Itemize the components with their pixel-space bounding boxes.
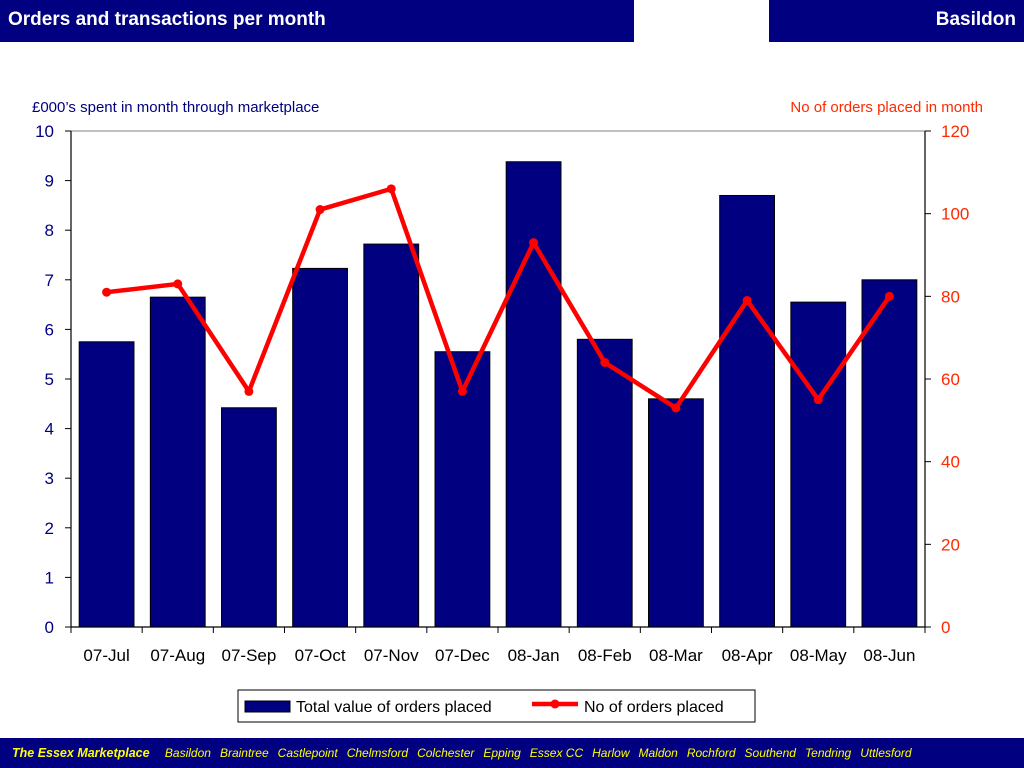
footer-town[interactable]: Basildon <box>164 746 211 760</box>
bar-07-Jul <box>78 341 135 628</box>
footer-brand: The Essex Marketplace <box>12 746 150 760</box>
bar-08-Apr <box>719 194 775 628</box>
left-axis-tick-label: 1 <box>45 568 54 587</box>
x-axis-tick-label: 08-Apr <box>722 646 773 665</box>
x-axis-tick-label: 07-Aug <box>150 646 205 665</box>
right-axis-tick-label: 20 <box>941 535 960 554</box>
footer-town[interactable]: Rochford <box>686 746 736 760</box>
left-axis-tick-label: 0 <box>45 618 54 637</box>
orders-count-point-08-Feb <box>600 357 610 367</box>
footer-town[interactable]: Harlow <box>592 746 630 760</box>
right-axis-tick-label: 60 <box>941 370 960 389</box>
right-axis-tick-label: 100 <box>941 205 969 224</box>
bar-07-Nov <box>363 243 420 628</box>
footer-town[interactable]: Colchester <box>417 746 475 760</box>
bar-07-Sep <box>221 407 277 628</box>
bar-08-Mar <box>648 398 704 628</box>
footer-town-list: Basildon Braintree Castlepoint Chelmsford Co… <box>165 746 921 760</box>
left-axis-tick-label: 2 <box>45 519 54 538</box>
orders-count-point-08-Mar <box>671 403 681 413</box>
left-axis-caption: £000’s spent in month through marketplac… <box>32 99 320 116</box>
x-axis-tick-label: 08-Mar <box>649 646 703 665</box>
x-axis-tick-label: 08-May <box>790 646 847 665</box>
footer-town[interactable]: Maldon <box>638 746 678 760</box>
orders-count-point-07-Jul <box>102 287 112 297</box>
legend-swatch-marker <box>550 699 560 709</box>
right-axis-tick-label: 0 <box>941 618 950 637</box>
orders-count-point-07-Dec <box>457 386 467 396</box>
orders-count-point-08-Apr <box>742 295 752 305</box>
orders-count-point-07-Nov <box>386 184 396 194</box>
legend-swatch-bars <box>244 700 291 713</box>
footer-town[interactable]: Essex CC <box>529 746 584 760</box>
footer-town[interactable]: Chelmsford <box>346 746 409 760</box>
orders-count-point-08-May <box>813 395 823 405</box>
bar-08-Jan <box>505 161 562 628</box>
right-axis-tick-label: 120 <box>941 122 969 141</box>
right-axis-tick-label: 80 <box>941 287 960 306</box>
left-axis-tick-label: 7 <box>45 271 54 290</box>
orders-count-point-08-Jan <box>529 238 539 248</box>
bar-07-Dec <box>434 351 491 628</box>
footer-bar: The Essex Marketplace Basildon Braintree C… <box>0 738 1024 768</box>
left-axis-tick-label: 9 <box>45 172 54 191</box>
x-axis-tick-label: 07-Sep <box>222 646 277 665</box>
left-axis-tick-label: 3 <box>45 469 54 488</box>
left-axis-tick-label: 8 <box>45 221 54 240</box>
footer-town[interactable]: Uttlesford <box>860 746 912 760</box>
x-axis-tick-label: 07-Nov <box>364 646 419 665</box>
orders-count-point-07-Aug <box>173 279 183 289</box>
footer-town[interactable]: Southend <box>744 746 796 760</box>
footer-town[interactable]: Epping <box>483 746 521 760</box>
page-title: Orders and transactions per month <box>0 0 634 42</box>
x-axis-tick-label: 07-Dec <box>435 646 490 665</box>
right-axis-tick-label: 40 <box>941 453 960 472</box>
orders-count-point-07-Oct <box>315 205 325 215</box>
x-axis-tick-label: 08-Jun <box>863 646 915 665</box>
legend-label-line: No of orders placed <box>584 699 724 716</box>
location-label: Basildon <box>769 0 1024 42</box>
legend-label-bars: Total value of orders placed <box>296 699 492 716</box>
left-axis-tick-label: 6 <box>45 320 54 339</box>
x-axis-tick-label: 08-Feb <box>578 646 632 665</box>
footer-town[interactable]: Tendring <box>804 746 852 760</box>
bar-07-Aug <box>149 296 206 628</box>
orders-count-point-08-Jun <box>884 291 894 301</box>
bar-08-Feb <box>576 338 633 628</box>
footer-town[interactable]: Castlepoint <box>277 746 338 760</box>
orders-count-line <box>106 186 892 411</box>
left-axis-tick-label: 10 <box>35 122 54 141</box>
x-axis-tick-label: 07-Oct <box>295 646 346 665</box>
bar-08-Jun <box>861 279 918 628</box>
x-axis-tick-label: 07-Jul <box>83 646 129 665</box>
right-axis-caption: No of orders placed in month <box>790 99 983 116</box>
bar-08-May <box>790 301 847 628</box>
left-axis-tick-label: 4 <box>45 420 54 439</box>
orders-count-point-07-Sep <box>244 386 254 396</box>
footer-town[interactable]: Braintree <box>219 746 269 760</box>
x-axis-tick-label: 08-Jan <box>508 646 560 665</box>
left-axis-tick-label: 5 <box>45 370 54 389</box>
legend-box <box>237 689 756 723</box>
bar-07-Oct <box>292 267 348 628</box>
